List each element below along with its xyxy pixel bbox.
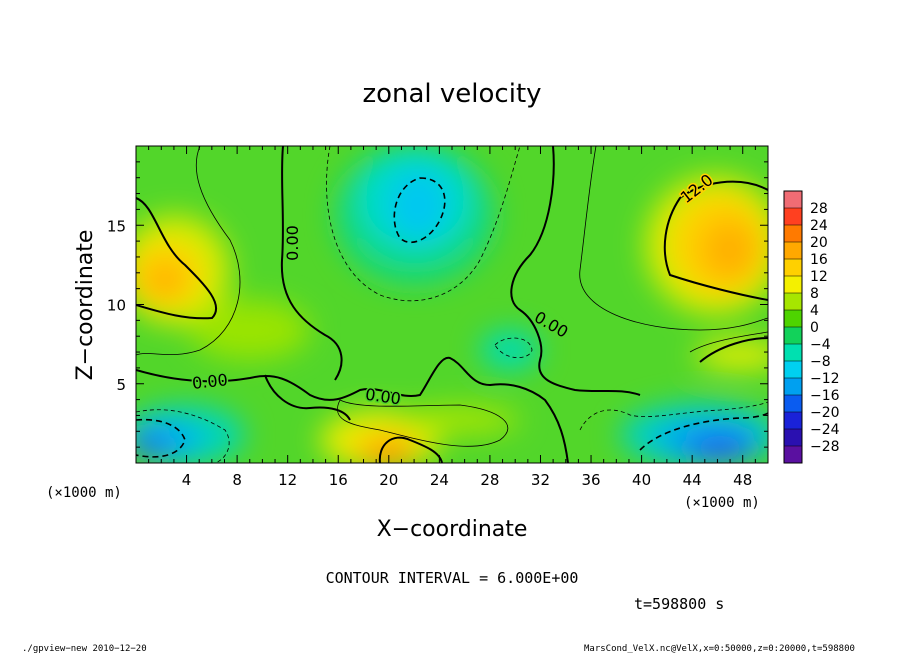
contour-line: [136, 146, 241, 356]
x-tick-label: 8: [232, 471, 242, 489]
contours-twelve: [136, 180, 768, 463]
colorbar-label: 20: [810, 235, 828, 251]
colorbar-segment: [784, 191, 802, 209]
colorbar-label: −20: [810, 405, 840, 421]
y-axis-unit: (×1000 m): [46, 485, 122, 501]
x-axis-unit: (×1000 m): [684, 495, 760, 511]
contour-zero-line: [264, 374, 351, 421]
field-blob: [136, 433, 170, 457]
x-tick-label: 4: [182, 471, 192, 489]
time-label: t=598800 s: [634, 595, 724, 613]
colorbar-label: 8: [810, 286, 819, 302]
field-blob: [400, 406, 520, 434]
colorbar-label: −4: [810, 337, 831, 353]
contour-label-zero: 0.00: [283, 225, 302, 261]
y-axis: 5 10 15: [107, 161, 768, 448]
colorbar-segment: [784, 225, 802, 243]
colorbar-label: 28: [810, 201, 828, 217]
colorbar-segment: [784, 412, 802, 430]
x-tick-label: 48: [733, 471, 752, 489]
contour-line: [337, 399, 509, 447]
contour-line: [136, 409, 230, 463]
field-blob: [372, 445, 408, 463]
field-blob: [686, 434, 754, 462]
x-axis-label: X−coordinate: [377, 517, 528, 542]
plot-area: [136, 146, 768, 463]
colorbar-segment: [784, 361, 802, 379]
contours-thin: [136, 146, 768, 447]
y-axis-label: Z−coordinate: [73, 230, 98, 381]
contours-zero: [136, 146, 641, 463]
field-blob: [190, 300, 310, 360]
contours-minus-twelve: [136, 177, 768, 458]
colorbar-segment: [784, 293, 802, 311]
contour-line: [494, 337, 533, 359]
colorbar-label: −24: [810, 422, 840, 438]
colorbar-segment: [784, 344, 802, 362]
x-tick-label: 32: [531, 471, 550, 489]
contour-12-line: [699, 337, 768, 363]
field-blob: [695, 341, 768, 369]
colorbar-segment: [784, 208, 802, 226]
chart-title: zonal velocity: [362, 79, 541, 109]
x-tick-label: 16: [329, 471, 348, 489]
colorbar-label: −8: [810, 354, 831, 370]
colorbar-label: 4: [810, 303, 819, 319]
contour-line: [579, 401, 768, 431]
contour-zero-line: [280, 146, 343, 381]
field-blob: [145, 262, 185, 298]
contour-12-line: [663, 180, 768, 301]
x-tick-label: 20: [379, 471, 398, 489]
colorbar-label: −16: [810, 388, 840, 404]
colorbar-label: −28: [810, 439, 840, 455]
y-tick-label: 10: [107, 297, 126, 315]
colorbar-segment: [784, 327, 802, 345]
x-tick-label: 40: [632, 471, 651, 489]
colorbar-segment: [784, 276, 802, 294]
colorbar-segment: [784, 242, 802, 260]
contours-dashed: [136, 146, 768, 463]
colorbar-segment: [784, 395, 802, 413]
x-tick-label: 24: [430, 471, 449, 489]
colorbar-label: 24: [810, 218, 828, 234]
contour-minus12-line: [639, 412, 768, 451]
x-axis: 4 8 12 16 20 24 28 32 36 40 44 48: [148, 146, 756, 489]
colorbar-label: −12: [810, 371, 840, 387]
footer-left: ./gpview−new 2010−12−20: [22, 644, 147, 654]
field-blob: [480, 330, 540, 370]
x-tick-label: 44: [683, 471, 702, 489]
contour-zero-line: [510, 146, 641, 396]
colorbar-segment: [784, 259, 802, 277]
x-tick-label: 12: [278, 471, 297, 489]
colorbar-label: 12: [810, 269, 828, 285]
contour-line: [689, 331, 768, 353]
footer-right: MarsCond_VelX.nc@VelX,x=0:50000,z=0:2000…: [584, 644, 855, 654]
colorbar-label: 0: [810, 320, 819, 336]
contour-zero-line: [136, 356, 569, 463]
field-blob: [702, 220, 758, 280]
colorbar-segment: [784, 378, 802, 396]
contour-line: [579, 146, 768, 331]
contour-interval-note: CONTOUR INTERVAL = 6.000E+00: [326, 569, 579, 587]
contour-12-line: [136, 197, 218, 320]
contour-label-zero: 0.00: [191, 370, 228, 393]
velocity-field: [136, 146, 768, 463]
y-tick-label: 15: [107, 217, 126, 235]
x-tick-label: 28: [480, 471, 499, 489]
field-blob: [388, 169, 448, 241]
colorbar-segment: [784, 429, 802, 447]
contour-line: [326, 146, 521, 302]
colorbar-label: 16: [810, 252, 828, 268]
colorbar-segment: [784, 310, 802, 328]
x-tick-label: 36: [581, 471, 600, 489]
contour-12-line: [378, 436, 443, 463]
y-tick-label: 5: [116, 376, 126, 394]
contour-minus12-line: [136, 418, 186, 458]
colorbar-segment: [784, 446, 802, 464]
